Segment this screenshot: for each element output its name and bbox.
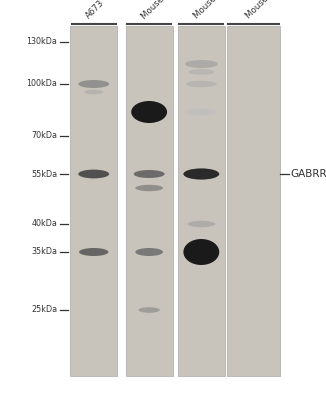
Text: A673: A673 [84, 0, 106, 21]
Bar [227, 26, 280, 376]
Bar [126, 26, 173, 376]
Ellipse shape [78, 170, 109, 178]
Ellipse shape [135, 185, 163, 191]
Text: 25kDa: 25kDa [31, 306, 57, 314]
Ellipse shape [188, 69, 215, 75]
Ellipse shape [78, 80, 109, 88]
Text: Mouse heart: Mouse heart [192, 0, 236, 21]
Ellipse shape [183, 239, 219, 265]
Bar [178, 26, 225, 376]
Text: Mouse skeletal muscle: Mouse skeletal muscle [244, 0, 319, 21]
Bar [70, 26, 117, 376]
Ellipse shape [186, 81, 217, 87]
Ellipse shape [134, 170, 165, 178]
Ellipse shape [183, 168, 219, 180]
Text: 70kDa: 70kDa [31, 132, 57, 140]
Ellipse shape [185, 60, 218, 68]
Text: 130kDa: 130kDa [26, 38, 57, 46]
Ellipse shape [135, 248, 163, 256]
Ellipse shape [139, 307, 160, 313]
Text: 55kDa: 55kDa [31, 170, 57, 178]
Text: 100kDa: 100kDa [26, 80, 57, 88]
Text: 35kDa: 35kDa [31, 248, 57, 256]
Ellipse shape [131, 101, 167, 123]
Ellipse shape [84, 90, 104, 94]
Text: 40kDa: 40kDa [31, 220, 57, 228]
Ellipse shape [79, 248, 108, 256]
Ellipse shape [186, 108, 217, 116]
Text: Mouse eye: Mouse eye [140, 0, 179, 21]
Text: GABRR1: GABRR1 [290, 169, 326, 179]
Ellipse shape [187, 221, 215, 227]
